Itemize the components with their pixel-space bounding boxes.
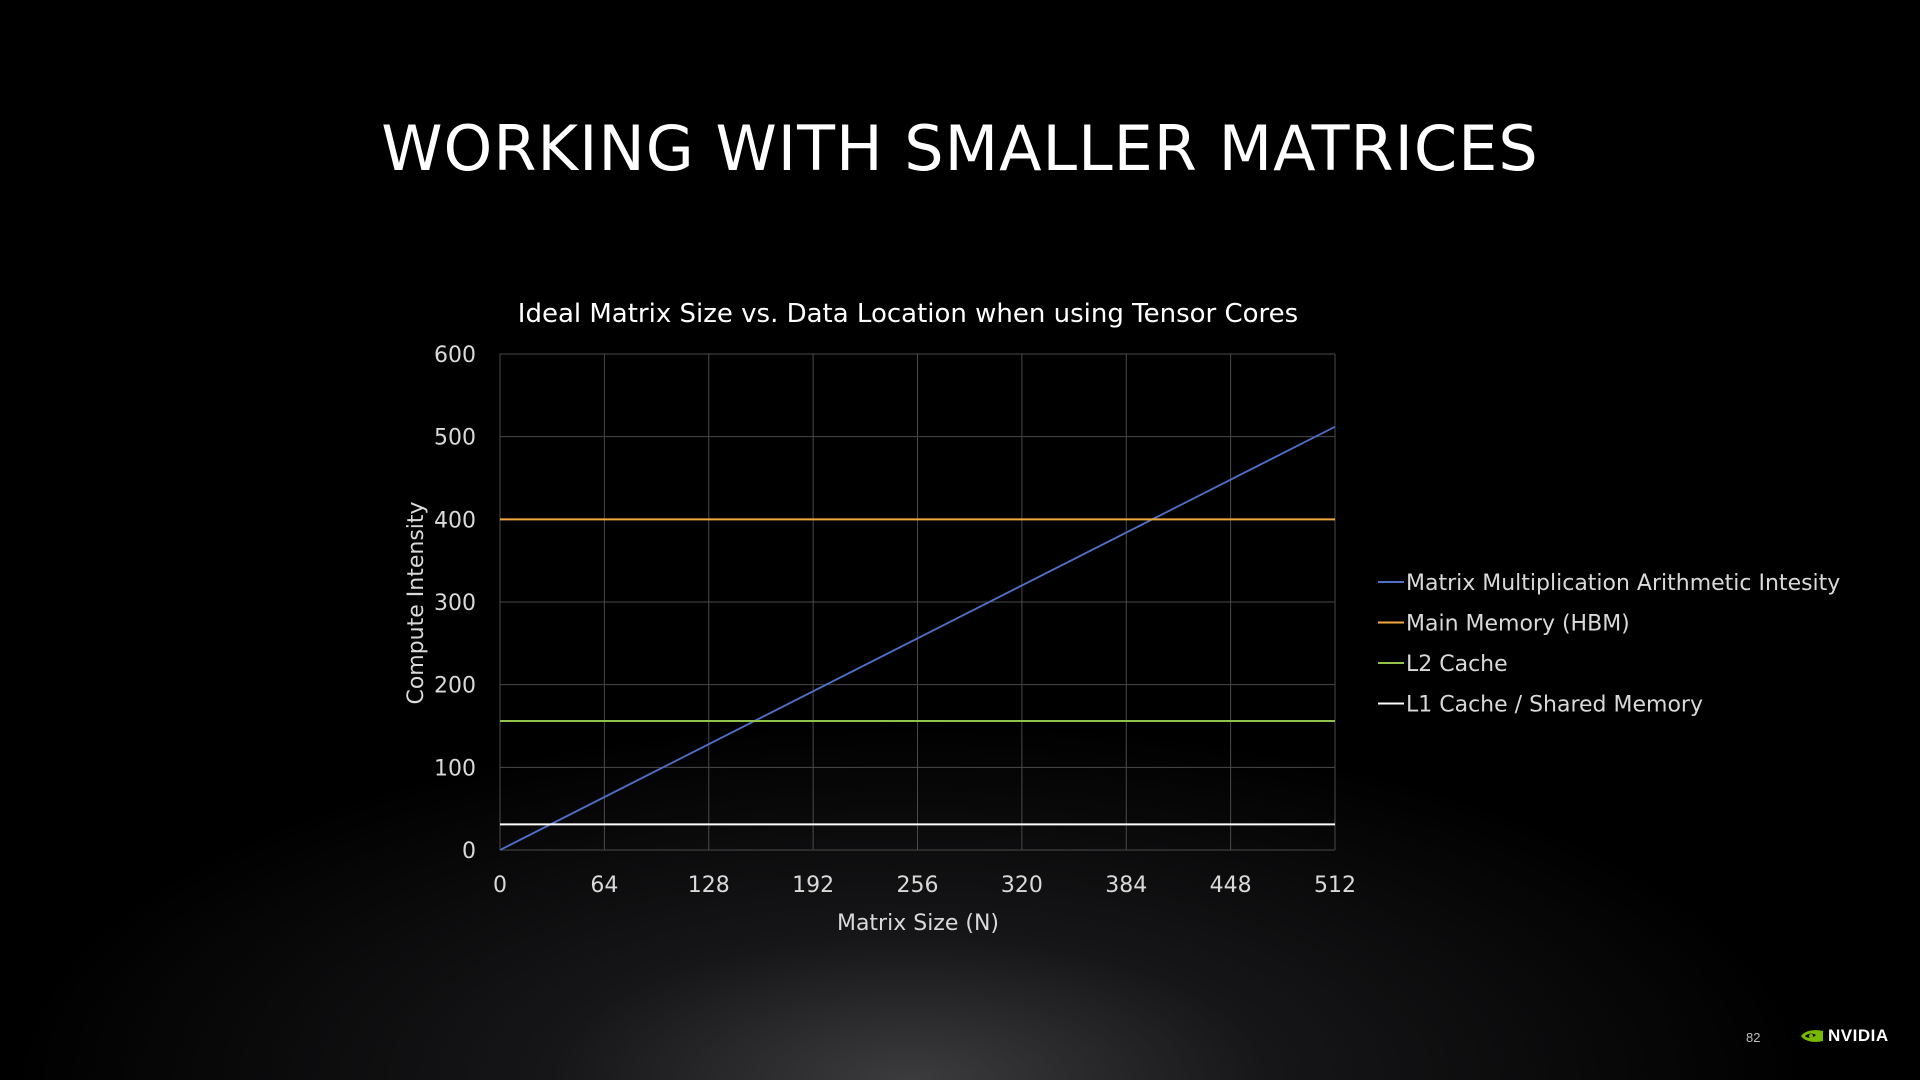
slide-title: WORKING WITH SMALLER MATRICES bbox=[381, 112, 1539, 185]
x-tick-label: 384 bbox=[1105, 873, 1147, 898]
page-number: 82 bbox=[1746, 1030, 1761, 1045]
legend-label: Main Memory (HBM) bbox=[1406, 612, 1630, 637]
x-tick-label: 64 bbox=[590, 873, 618, 898]
series-lines bbox=[499, 425, 1336, 851]
y-axis-ticks: 0 100 200 300 400 500 600 bbox=[434, 343, 476, 864]
y-tick-label: 0 bbox=[462, 839, 476, 864]
legend-label: Matrix Multiplication Arithmetic Intesit… bbox=[1406, 571, 1840, 596]
y-axis-label: Compute Intensity bbox=[404, 501, 429, 704]
grid bbox=[499, 353, 1336, 851]
x-tick-label: 448 bbox=[1210, 873, 1252, 898]
x-axis-ticks: 0 64 128 192 256 320 384 448 512 bbox=[493, 873, 1356, 898]
legend-label: L2 Cache bbox=[1406, 652, 1508, 677]
y-tick-label: 100 bbox=[434, 756, 476, 781]
x-tick-label: 0 bbox=[493, 873, 507, 898]
logo-wordmark: NVIDIA bbox=[1828, 1026, 1889, 1045]
x-axis-label: Matrix Size (N) bbox=[837, 911, 999, 936]
x-tick-label: 512 bbox=[1314, 873, 1356, 898]
nvidia-eye-icon bbox=[1801, 1030, 1823, 1042]
y-tick-label: 400 bbox=[434, 508, 476, 533]
nvidia-logo: NVIDIA bbox=[1800, 1026, 1889, 1046]
legend-label: L1 Cache / Shared Memory bbox=[1406, 693, 1703, 718]
series-line-0 bbox=[499, 425, 1336, 851]
x-tick-label: 128 bbox=[688, 873, 730, 898]
y-tick-label: 600 bbox=[434, 343, 476, 368]
chart-title: Ideal Matrix Size vs. Data Location when… bbox=[518, 299, 1298, 329]
y-tick-label: 300 bbox=[434, 591, 476, 616]
x-tick-label: 256 bbox=[897, 873, 939, 898]
y-tick-label: 200 bbox=[434, 674, 476, 699]
x-tick-label: 320 bbox=[1001, 873, 1043, 898]
legend: Matrix Multiplication Arithmetic Intesit… bbox=[1378, 571, 1840, 718]
x-tick-label: 192 bbox=[792, 873, 834, 898]
y-tick-label: 500 bbox=[434, 426, 476, 451]
